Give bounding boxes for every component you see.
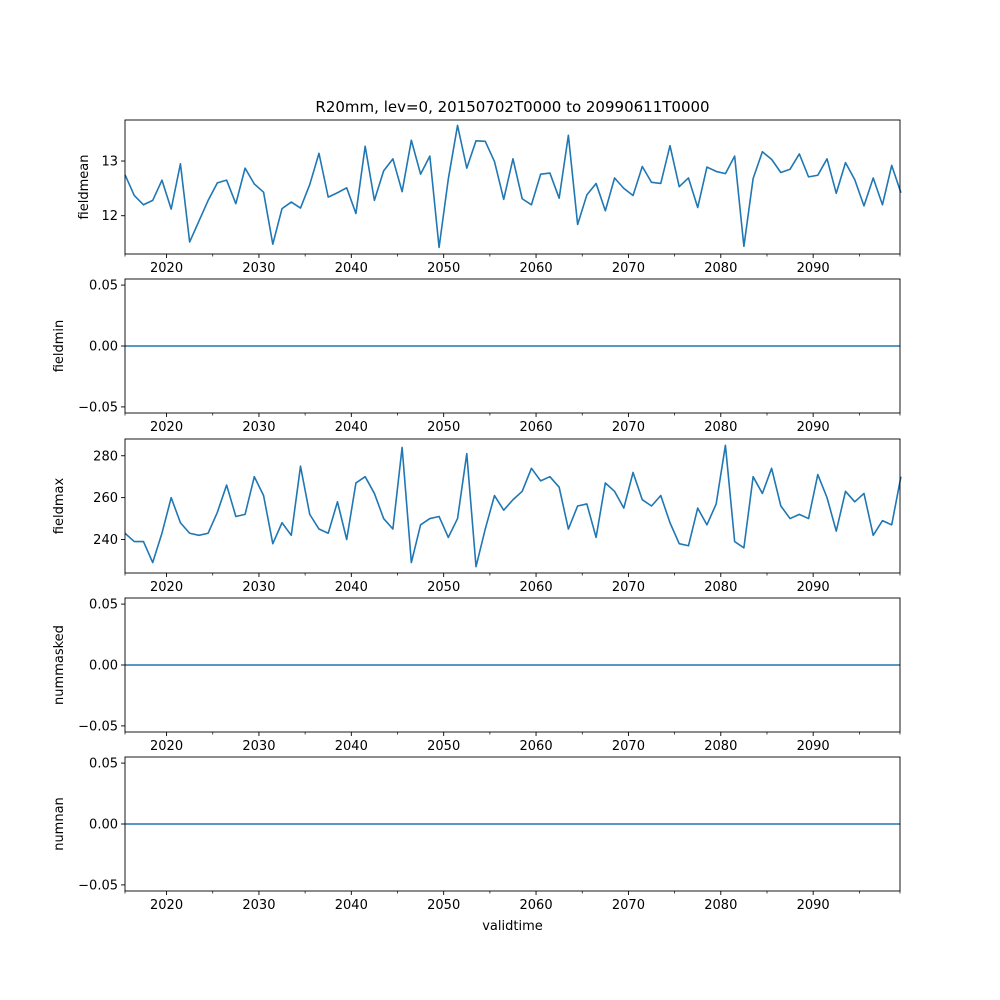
numnan-xtick-label: 2020 <box>150 898 183 913</box>
nummasked-xtick-label: 2040 <box>335 739 368 754</box>
numnan-xtick-label: 2040 <box>335 898 368 913</box>
nummasked-axes-frame <box>124 597 901 733</box>
nummasked-ytick-label: 0.00 <box>89 659 118 674</box>
panel-nummasked: −0.05 0.00 0.05 2020 2030 2040 2050 2060 2070 208… <box>52 597 901 754</box>
panel-fieldmin: −0.05 0.00 0.05 2020 2030 2040 2050 2060 2070 208… <box>52 278 901 435</box>
numnan-ytick-label: 0.05 <box>89 757 118 772</box>
fieldmax-xtick-label: 2070 <box>612 580 645 595</box>
fieldmin-xtick-label: 2070 <box>612 420 645 435</box>
nummasked-xtick-label: 2060 <box>520 739 553 754</box>
fieldmin-xtick-label: 2020 <box>150 420 183 435</box>
fieldmin-xtick-label: 2040 <box>335 420 368 435</box>
fieldmin-ytick-label: 0.05 <box>89 279 118 294</box>
fieldmin-xtick-label: 2090 <box>797 420 830 435</box>
numnan-ylabel: numnan <box>52 797 67 851</box>
fieldmax-xtick-label: 2090 <box>797 580 830 595</box>
fieldmean-ylabel: fieldmean <box>77 155 92 220</box>
numnan-ytick-label: −0.05 <box>78 878 118 893</box>
x-axis-label: validtime <box>482 919 543 934</box>
fieldmean-axes-frame <box>124 119 901 255</box>
fieldmin-axes-frame <box>124 278 901 414</box>
fieldmean-ytick-label: 12 <box>101 209 118 224</box>
panel-fieldmax: 240 260 280 2020 2030 2040 2050 2060 2070 2080 209… <box>52 438 902 595</box>
fieldmin-xtick-label: 2060 <box>520 420 553 435</box>
fieldmean-xtick-label: 2020 <box>150 261 183 276</box>
fieldmax-xtick-label: 2050 <box>427 580 460 595</box>
fieldmean-xtick-label: 2040 <box>335 261 368 276</box>
nummasked-xtick-label: 2020 <box>150 739 183 754</box>
nummasked-xtick-label: 2090 <box>797 739 830 754</box>
panels: 12 13 2020 2030 2040 2050 2060 2070 2080 2090 fiel… <box>52 119 902 913</box>
numnan-xtick-label: 2070 <box>612 898 645 913</box>
fieldmax-ytick-label: 280 <box>93 449 118 464</box>
fieldmean-series-line <box>124 124 902 249</box>
numnan-xtick-label: 2030 <box>242 898 275 913</box>
nummasked-ytick-label: −0.05 <box>78 719 118 734</box>
panel-fieldmean: 12 13 2020 2030 2040 2050 2060 2070 2080 2090 fiel… <box>77 119 902 276</box>
nummasked-xtick-label: 2080 <box>704 739 737 754</box>
nummasked-xtick-label: 2070 <box>612 739 645 754</box>
panel-numnan: −0.05 0.00 0.05 2020 2030 2040 2050 2060 2070 208… <box>52 756 901 913</box>
fieldmin-ytick-label: 0.00 <box>89 340 118 355</box>
nummasked-ytick-label: 0.05 <box>89 598 118 613</box>
fieldmax-xtick-label: 2020 <box>150 580 183 595</box>
fieldmean-xtick-label: 2030 <box>242 261 275 276</box>
fieldmax-axes-frame <box>124 438 901 574</box>
fieldmin-xtick-label: 2080 <box>704 420 737 435</box>
figure-title: R20mm, lev=0, 20150702T0000 to 20990611T… <box>315 98 709 116</box>
fieldmax-xtick-label: 2060 <box>520 580 553 595</box>
fieldmin-ytick-label: −0.05 <box>78 400 118 415</box>
fieldmin-xtick-label: 2050 <box>427 420 460 435</box>
fieldmax-xtick-label: 2030 <box>242 580 275 595</box>
fieldmin-xtick-label: 2030 <box>242 420 275 435</box>
fieldmax-xtick-label: 2080 <box>704 580 737 595</box>
numnan-xtick-label: 2090 <box>797 898 830 913</box>
fieldmean-xtick-label: 2080 <box>704 261 737 276</box>
fieldmax-xtick-label: 2040 <box>335 580 368 595</box>
fieldmax-ytick-label: 240 <box>93 533 118 548</box>
fieldmax-series-line <box>124 444 902 568</box>
fieldmean-ytick-label: 13 <box>101 155 118 170</box>
fieldmax-ytick-label: 260 <box>93 491 118 506</box>
numnan-xtick-label: 2050 <box>427 898 460 913</box>
fieldmean-xtick-label: 2090 <box>797 261 830 276</box>
numnan-xtick-label: 2060 <box>520 898 553 913</box>
nummasked-xtick-label: 2050 <box>427 739 460 754</box>
fieldmean-xtick-label: 2050 <box>427 261 460 276</box>
fieldmean-xtick-label: 2060 <box>520 261 553 276</box>
nummasked-xtick-label: 2030 <box>242 739 275 754</box>
numnan-ytick-label: 0.00 <box>89 818 118 833</box>
numnan-axes-frame <box>124 756 901 892</box>
numnan-xtick-label: 2080 <box>704 898 737 913</box>
nummasked-ylabel: nummasked <box>52 625 67 705</box>
fieldmax-ylabel: fieldmax <box>52 478 67 535</box>
fieldmin-ylabel: fieldmin <box>52 320 67 373</box>
fieldmean-xtick-label: 2070 <box>612 261 645 276</box>
